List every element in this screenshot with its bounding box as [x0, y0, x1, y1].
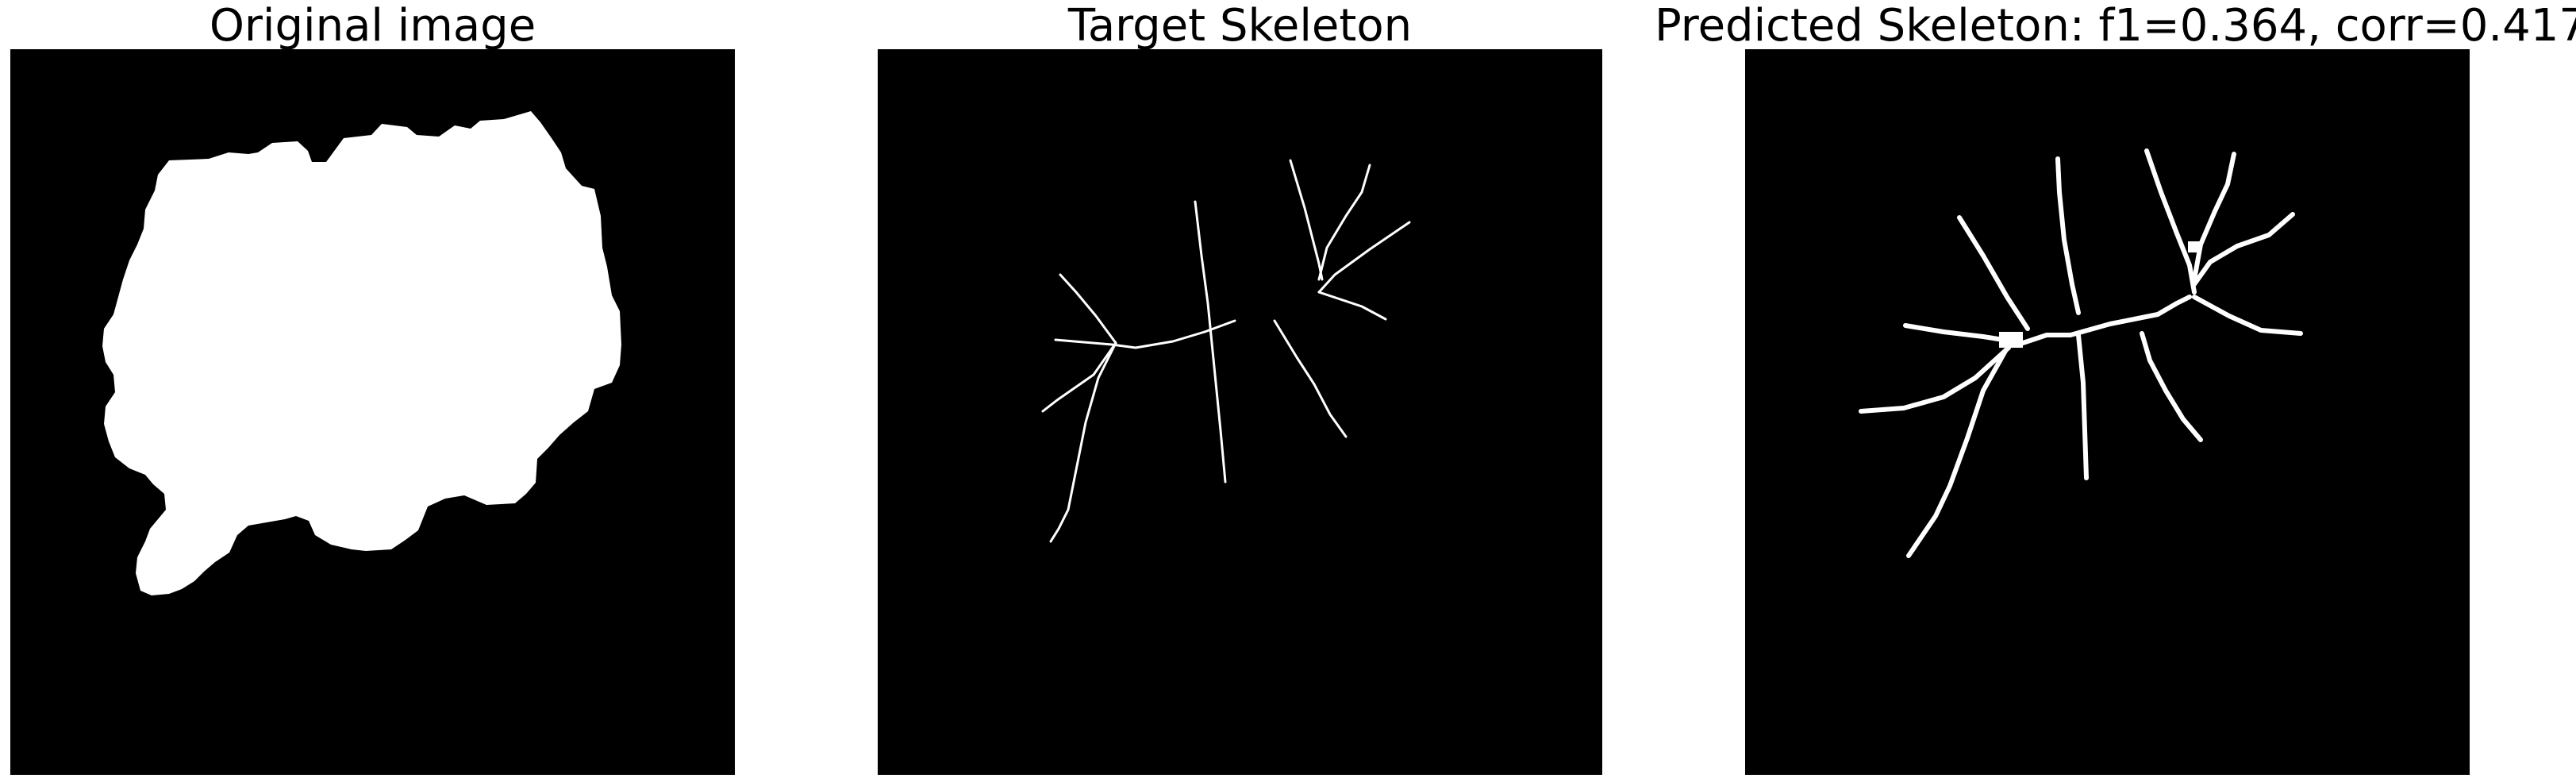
skeleton-branch: [2076, 333, 2089, 480]
predicted-skeleton: [1859, 148, 2303, 558]
skeleton-branch: [1957, 215, 2030, 331]
target-skeleton-panel: [878, 49, 1602, 775]
blob-shape: [102, 111, 621, 595]
original-image-panel: [10, 49, 735, 775]
skeleton-blob: [1999, 332, 2023, 348]
skeleton-branch: [1194, 200, 1227, 483]
predicted-skeleton-panel: [1745, 49, 2470, 775]
skeleton-branch: [2144, 148, 2197, 295]
panel-title-original: Original image: [209, 0, 536, 52]
skeleton-branch: [2055, 156, 2081, 315]
skeleton-branch: [1273, 319, 1348, 438]
panel-title-target: Target Skeleton: [1067, 0, 1413, 52]
skeleton-blob: [2188, 241, 2201, 252]
skeleton-branch: [1041, 341, 1117, 413]
skeleton-branch: [1317, 164, 1371, 281]
target-skeleton: [1041, 159, 1411, 543]
skeleton-branch: [2192, 295, 2303, 336]
original-image: [102, 111, 621, 595]
skeleton-branch: [1317, 291, 1387, 321]
skeleton-branch: [2192, 152, 2236, 282]
panel-title-predicted: Predicted Skeleton: f1=0.364, corr=0.417: [1655, 0, 2576, 52]
skeleton-branch: [1049, 341, 1117, 543]
skeleton-branch: [1289, 159, 1324, 281]
skeleton-branch: [1054, 319, 1236, 349]
skeleton-branch: [2140, 331, 2203, 442]
skeleton-branch: [1059, 273, 1117, 345]
skeleton-branch: [1903, 295, 2192, 345]
skeleton-branch: [1859, 345, 2011, 414]
skeleton-branch: [1317, 221, 1411, 294]
skeleton-branch: [1906, 349, 2008, 558]
skeleton-branch: [2192, 212, 2295, 287]
